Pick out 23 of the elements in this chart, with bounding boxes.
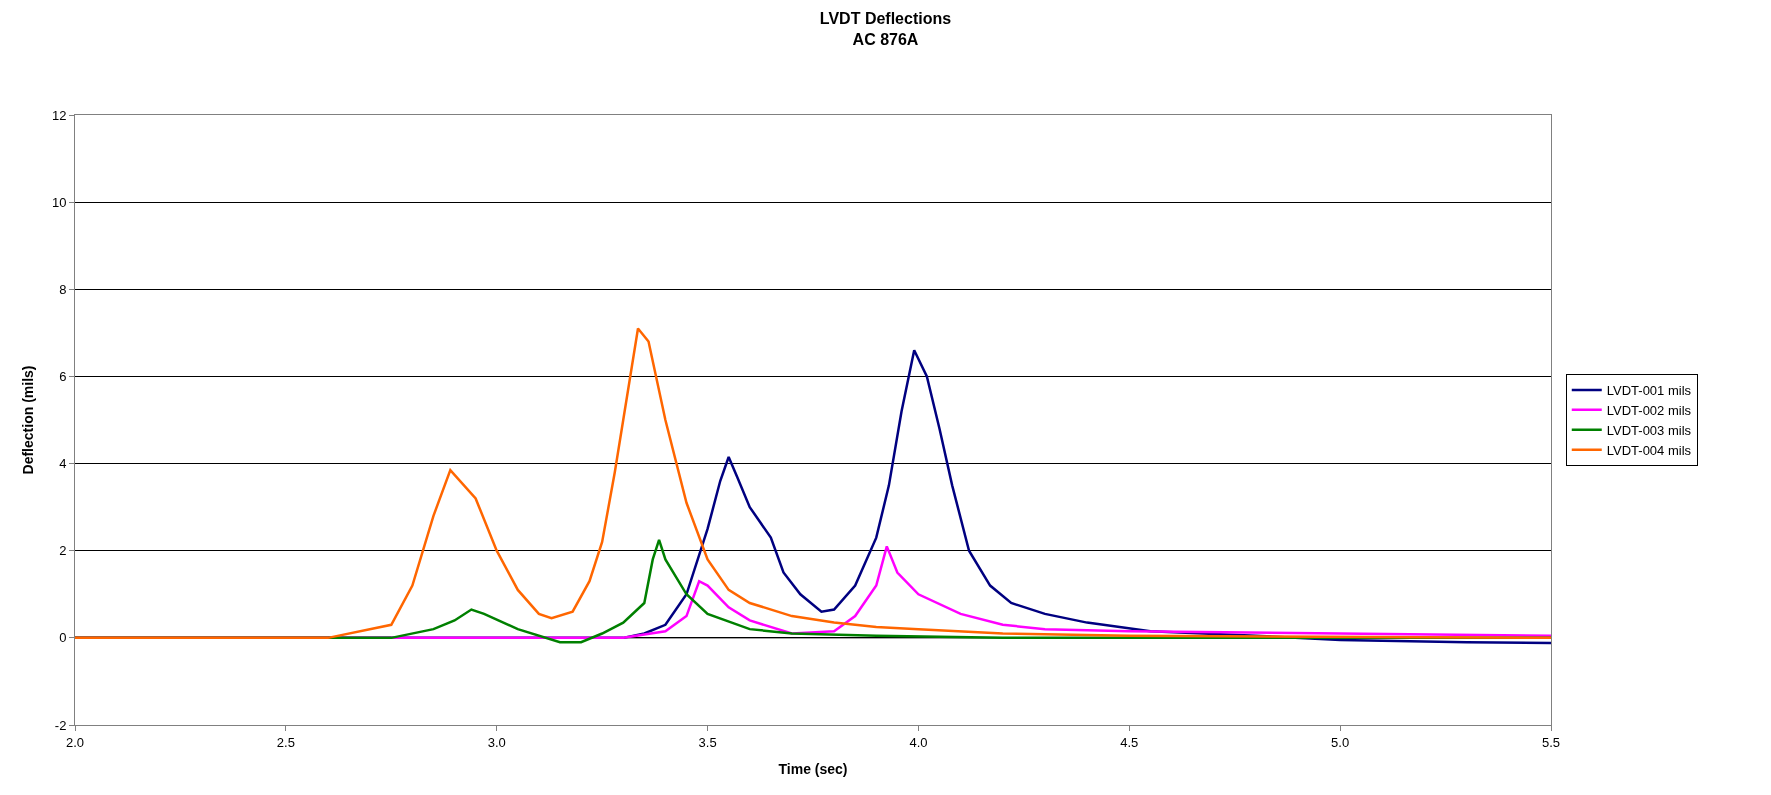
y-tick-label: 2 xyxy=(59,543,67,559)
x-tick-label: 2.0 xyxy=(65,734,85,750)
x-axis-title: Time (sec) xyxy=(778,760,848,777)
legend-label: LVDT-001 mils xyxy=(1606,383,1692,399)
x-tick-label: 5.5 xyxy=(1541,734,1561,750)
legend-label: LVDT-003 mils xyxy=(1606,422,1692,438)
x-tick-label: 5.0 xyxy=(1331,734,1350,750)
y-tick-label: 12 xyxy=(51,107,67,123)
x-tick-label: 3.0 xyxy=(487,734,506,750)
x-tick-label: 3.5 xyxy=(698,734,717,750)
legend-label: LVDT-002 mils xyxy=(1606,402,1692,418)
y-tick-label: 4 xyxy=(59,456,67,472)
x-tick-label: 4.5 xyxy=(1120,734,1139,750)
legend-label: LVDT-004 mils xyxy=(1606,442,1692,458)
y-tick-label: -2 xyxy=(54,717,67,733)
y-tick-label: 6 xyxy=(59,368,67,384)
y-tick-label: 0 xyxy=(59,630,67,646)
y-tick-label: 8 xyxy=(59,281,67,297)
y-axis-title: Deflection (mils) xyxy=(19,365,36,475)
chart-title: LVDT Deflections AC 876A xyxy=(819,9,952,48)
x-tick-label: 2.5 xyxy=(276,734,295,750)
y-tick-label: 10 xyxy=(51,194,67,210)
x-tick-label: 4.0 xyxy=(909,734,928,750)
